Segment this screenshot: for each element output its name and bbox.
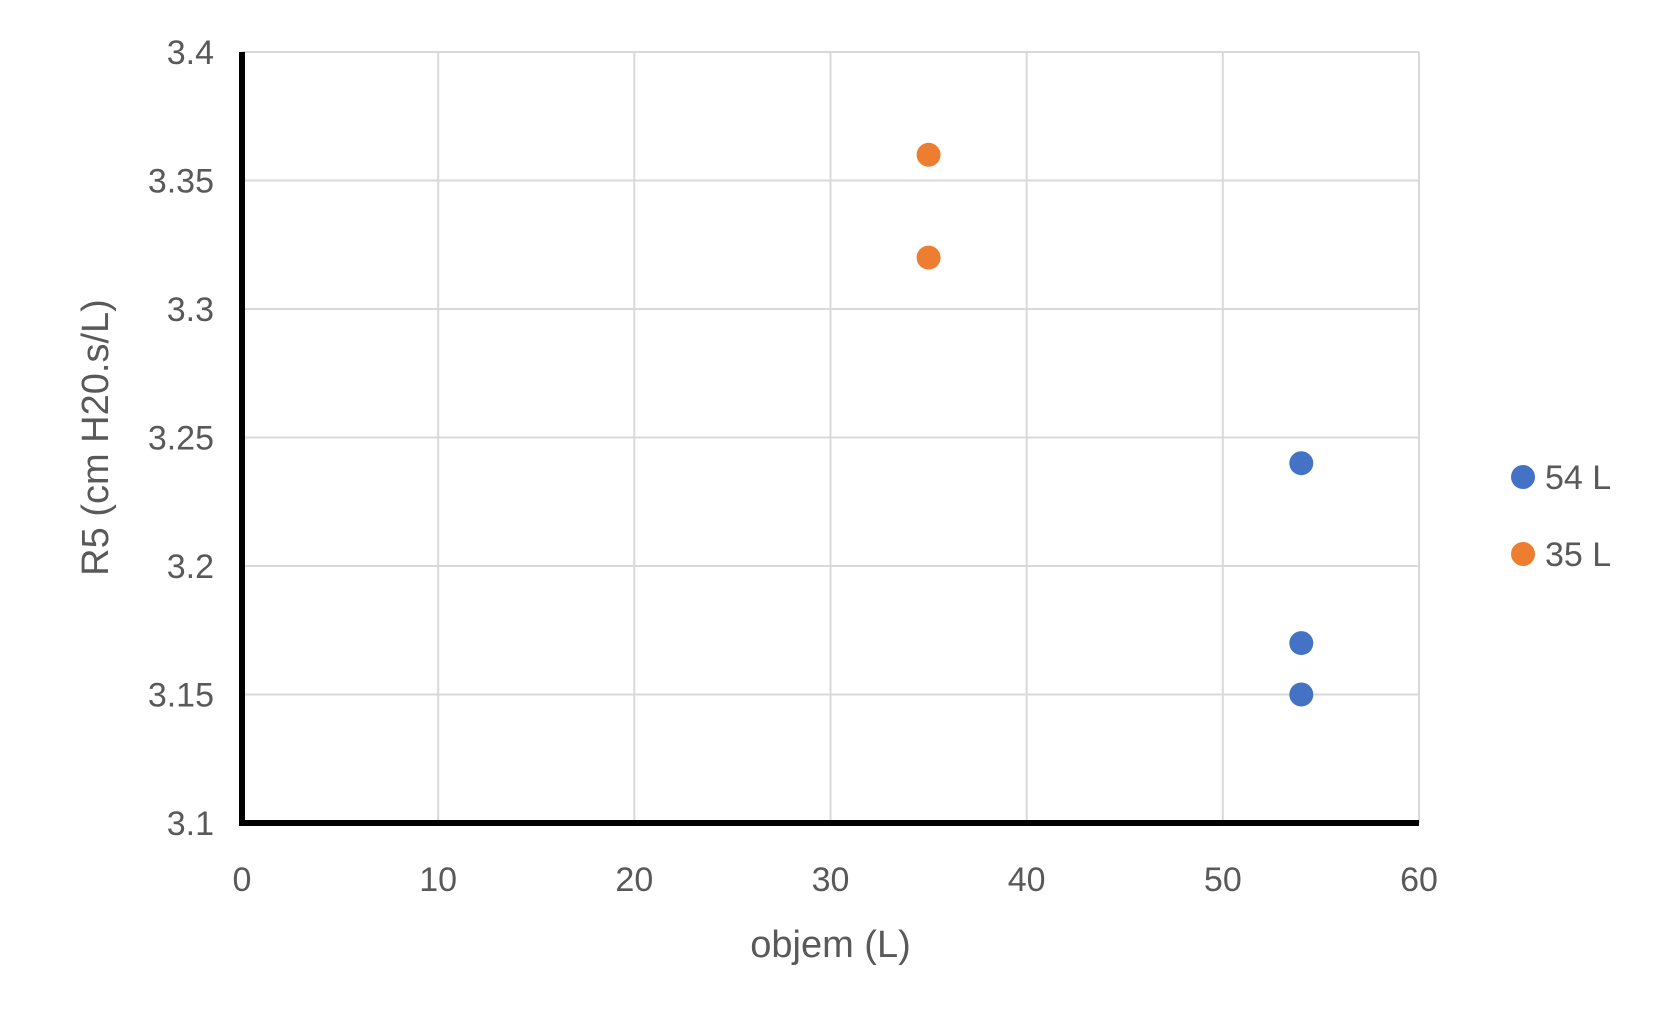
y-tick-label: 3.35 bbox=[148, 163, 214, 201]
tick-labels: 0 10 20 30 40 50 60 3.1 3.15 3.2 3.25 3.3 3.35 3.4 bbox=[148, 34, 1438, 899]
data-point-54-l bbox=[1289, 682, 1314, 707]
x-tick-label: 20 bbox=[615, 861, 653, 899]
legend-label: 35 L bbox=[1545, 536, 1611, 574]
axes bbox=[239, 52, 1419, 826]
x-tick-label: 10 bbox=[419, 861, 457, 899]
y-tick-label: 3.4 bbox=[167, 34, 214, 72]
data-point-54-l bbox=[1289, 631, 1314, 656]
y-tick-label: 3.25 bbox=[148, 420, 214, 458]
legend-marker bbox=[1511, 542, 1535, 566]
y-axis-title: R5 (cm H20.s/L) bbox=[75, 299, 117, 576]
y-tick-label: 3.2 bbox=[167, 548, 214, 586]
data-point-35-l bbox=[916, 142, 941, 167]
legend-marker bbox=[1511, 465, 1535, 489]
legend-label: 54 L bbox=[1545, 459, 1611, 497]
x-axis-title: objem (L) bbox=[750, 924, 911, 966]
y-tick-label: 3.15 bbox=[148, 677, 214, 715]
legend: 54 L 35 L bbox=[1511, 459, 1611, 574]
data-points bbox=[916, 142, 1314, 707]
x-tick-label: 30 bbox=[812, 861, 850, 899]
x-tick-label: 40 bbox=[1008, 861, 1046, 899]
x-tick-label: 0 bbox=[233, 861, 252, 899]
x-tick-label: 60 bbox=[1400, 861, 1438, 899]
data-point-54-l bbox=[1289, 451, 1314, 476]
x-tick-label: 50 bbox=[1204, 861, 1242, 899]
grid-lines bbox=[242, 51, 1420, 823]
data-point-35-l bbox=[916, 245, 941, 270]
y-tick-label: 3.3 bbox=[167, 291, 214, 329]
y-tick-label: 3.1 bbox=[167, 805, 214, 843]
